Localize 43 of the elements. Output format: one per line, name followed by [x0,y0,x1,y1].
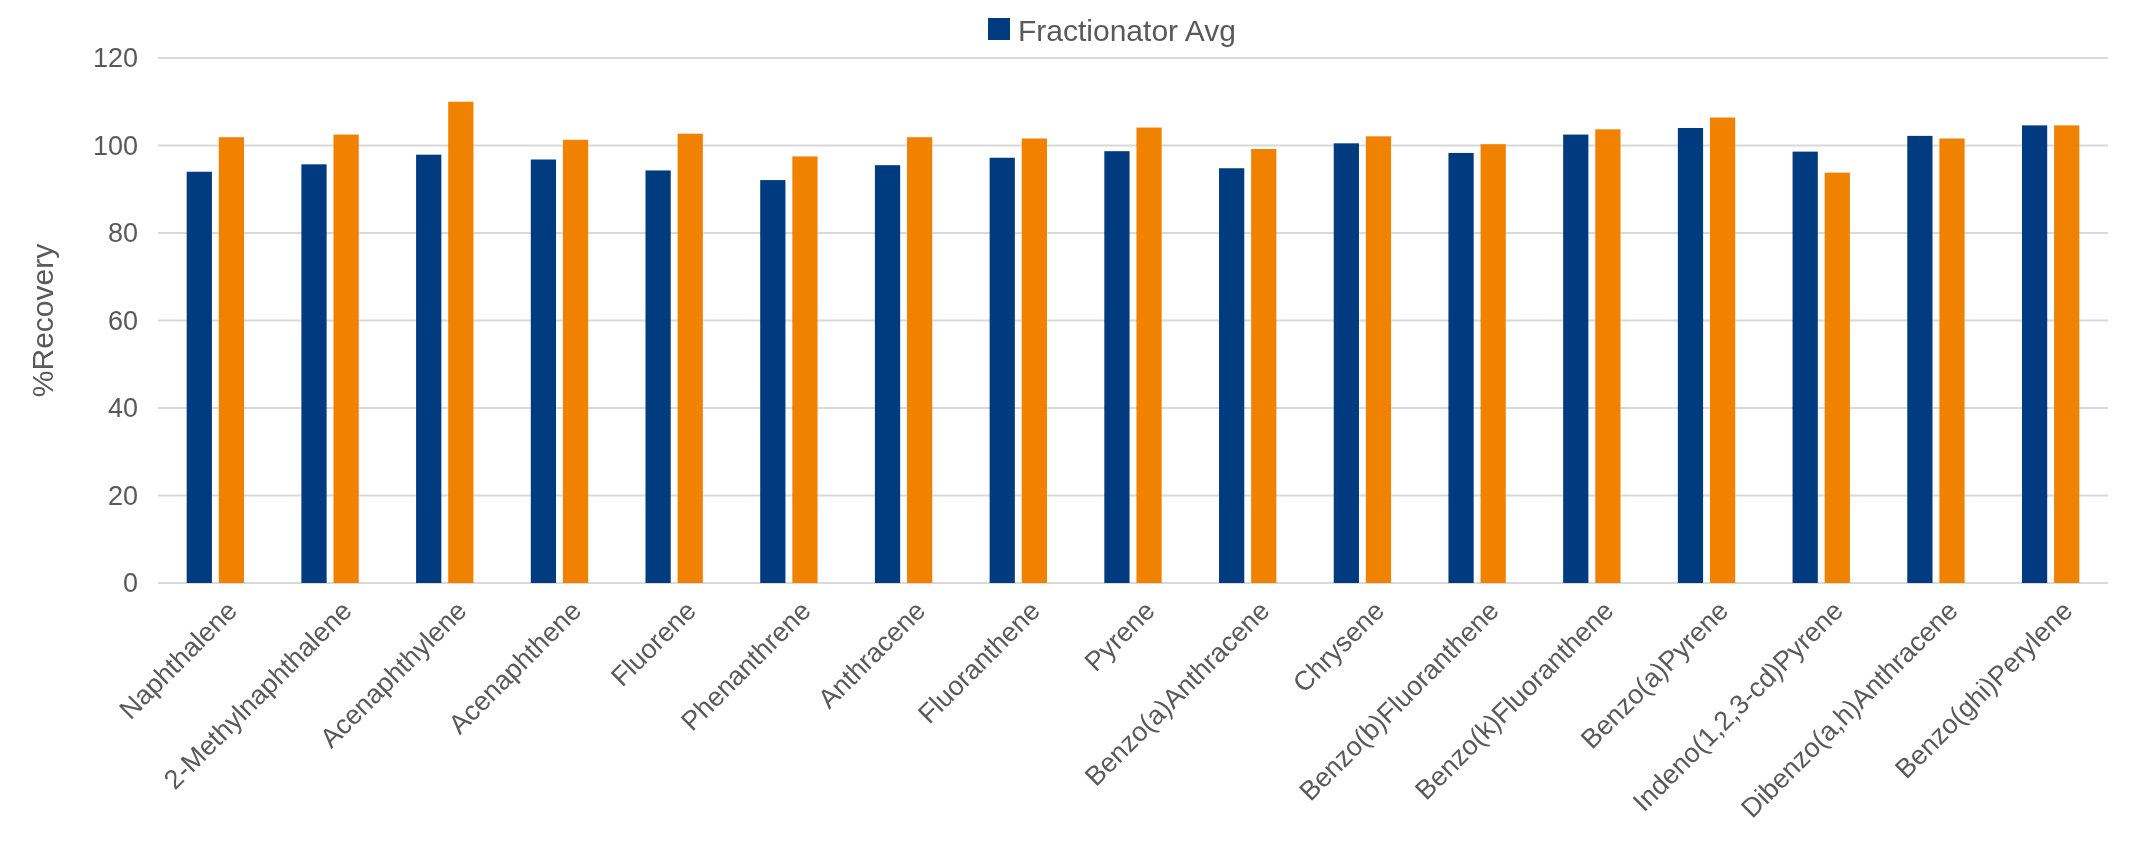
bar [1677,128,1704,583]
bar [677,133,703,583]
y-tick-label: 60 [107,305,138,336]
bar [448,101,474,583]
bar [1792,151,1818,583]
bar [2021,125,2048,583]
bar [1709,117,1736,583]
bar [1939,138,1965,583]
bar [1219,168,1245,583]
y-tick-label: 20 [107,480,138,511]
y-tick-label: 0 [122,568,138,599]
y-tick-label: 100 [92,130,138,161]
bar [1333,143,1359,583]
bar [530,159,557,583]
bar [1595,129,1621,583]
bar [301,164,327,583]
bar [416,154,442,583]
bar [186,171,212,583]
bar [989,157,1015,583]
bar [2054,125,2080,583]
bar [1907,135,1933,583]
y-axis-title: %Recovery [26,243,59,398]
bar [1136,127,1162,583]
bar [1480,144,1506,583]
bar [874,165,901,583]
legend-label: Fractionator Avg [1018,13,1236,47]
bar [760,180,786,583]
bar [792,156,818,583]
bar [645,170,671,583]
bar [1824,172,1850,583]
bar [1021,138,1047,583]
bar [1251,149,1277,583]
y-tick-label: 40 [107,393,138,424]
bar [907,137,933,583]
bar [562,139,589,583]
bar [333,134,359,583]
y-tick-label: 80 [107,218,138,249]
bar [1365,136,1392,583]
bar [1104,151,1130,583]
bar [1448,152,1474,583]
bar [1563,134,1589,583]
y-tick-label: 120 [92,43,138,74]
bar [218,137,245,583]
